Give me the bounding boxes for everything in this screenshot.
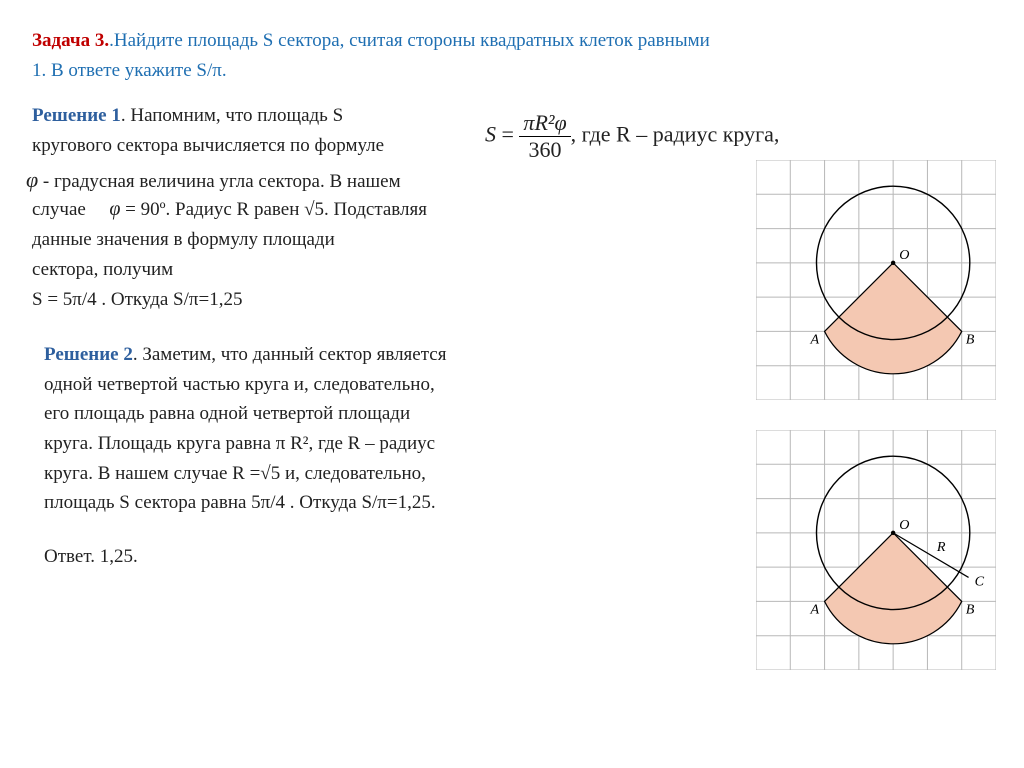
problem-text-2: 1. В ответе укажите S/π. — [32, 58, 712, 84]
sol2-line3: его площадь равна одной четвертой площад… — [44, 401, 712, 427]
svg-text:R: R — [936, 539, 946, 555]
svg-text:A: A — [809, 602, 819, 618]
sol2-line1: . Заметим, что данный сектор является — [133, 344, 447, 365]
sol1-line3b: случае — [32, 199, 86, 220]
svg-text:A: A — [809, 332, 819, 348]
sol1-line4: данные значения в формулу площади — [32, 227, 712, 253]
svg-text:B: B — [966, 602, 975, 618]
svg-text:O: O — [899, 517, 909, 533]
figure-1: O A B — [756, 160, 996, 400]
formula-tail: , где R – радиус круга, — [571, 122, 780, 147]
phi-symbol-2: φ — [109, 198, 120, 220]
svg-text:C: C — [975, 573, 985, 589]
sol1-line1: . Напомним, что площадь S — [121, 105, 343, 126]
svg-text:O: O — [899, 247, 909, 263]
problem-text-1: .Найдите площадь S сектора, считая сторо… — [109, 30, 710, 51]
sector-formula: S = πR²φ360, где R – радиус круга, — [485, 110, 779, 163]
sol2-line4: круга. Площадь круга равна π R², где R –… — [44, 431, 712, 457]
solution2-label: Решение 2 — [44, 344, 133, 365]
sol1-line3c: = 90º. Радиус R равен √5. Подставляя — [120, 199, 427, 220]
sol2-line6: площадь S сектора равна 5π/4 . Откуда S/… — [44, 490, 712, 516]
answer-value: . 1,25. — [90, 546, 138, 567]
formula-lhs: S — [485, 122, 496, 147]
formula-eq: = — [496, 122, 519, 147]
sol1-line3a: - градусная величина угла сектора. В наш… — [43, 171, 401, 192]
figure-2: O A B R C — [756, 430, 996, 670]
svg-text:B: B — [966, 332, 975, 348]
sol2-line2: одной четвертой частью круга и, следоват… — [44, 372, 712, 398]
sol1-line6: S = 5π/4 . Откуда S/π=1,25 — [32, 287, 712, 313]
sol1-line5: сектора, получим — [32, 257, 712, 283]
phi-symbol-1: φ — [26, 167, 38, 192]
formula-den: 360 — [519, 137, 570, 163]
problem-label: Задача 3. — [32, 30, 109, 51]
formula-num: πR²φ — [519, 110, 570, 137]
sol2-line5: круга. В нашем случае R =√5 и, следовате… — [44, 461, 712, 487]
solution1-label: Решение 1 — [32, 105, 121, 126]
answer-label: Ответ — [44, 546, 90, 567]
